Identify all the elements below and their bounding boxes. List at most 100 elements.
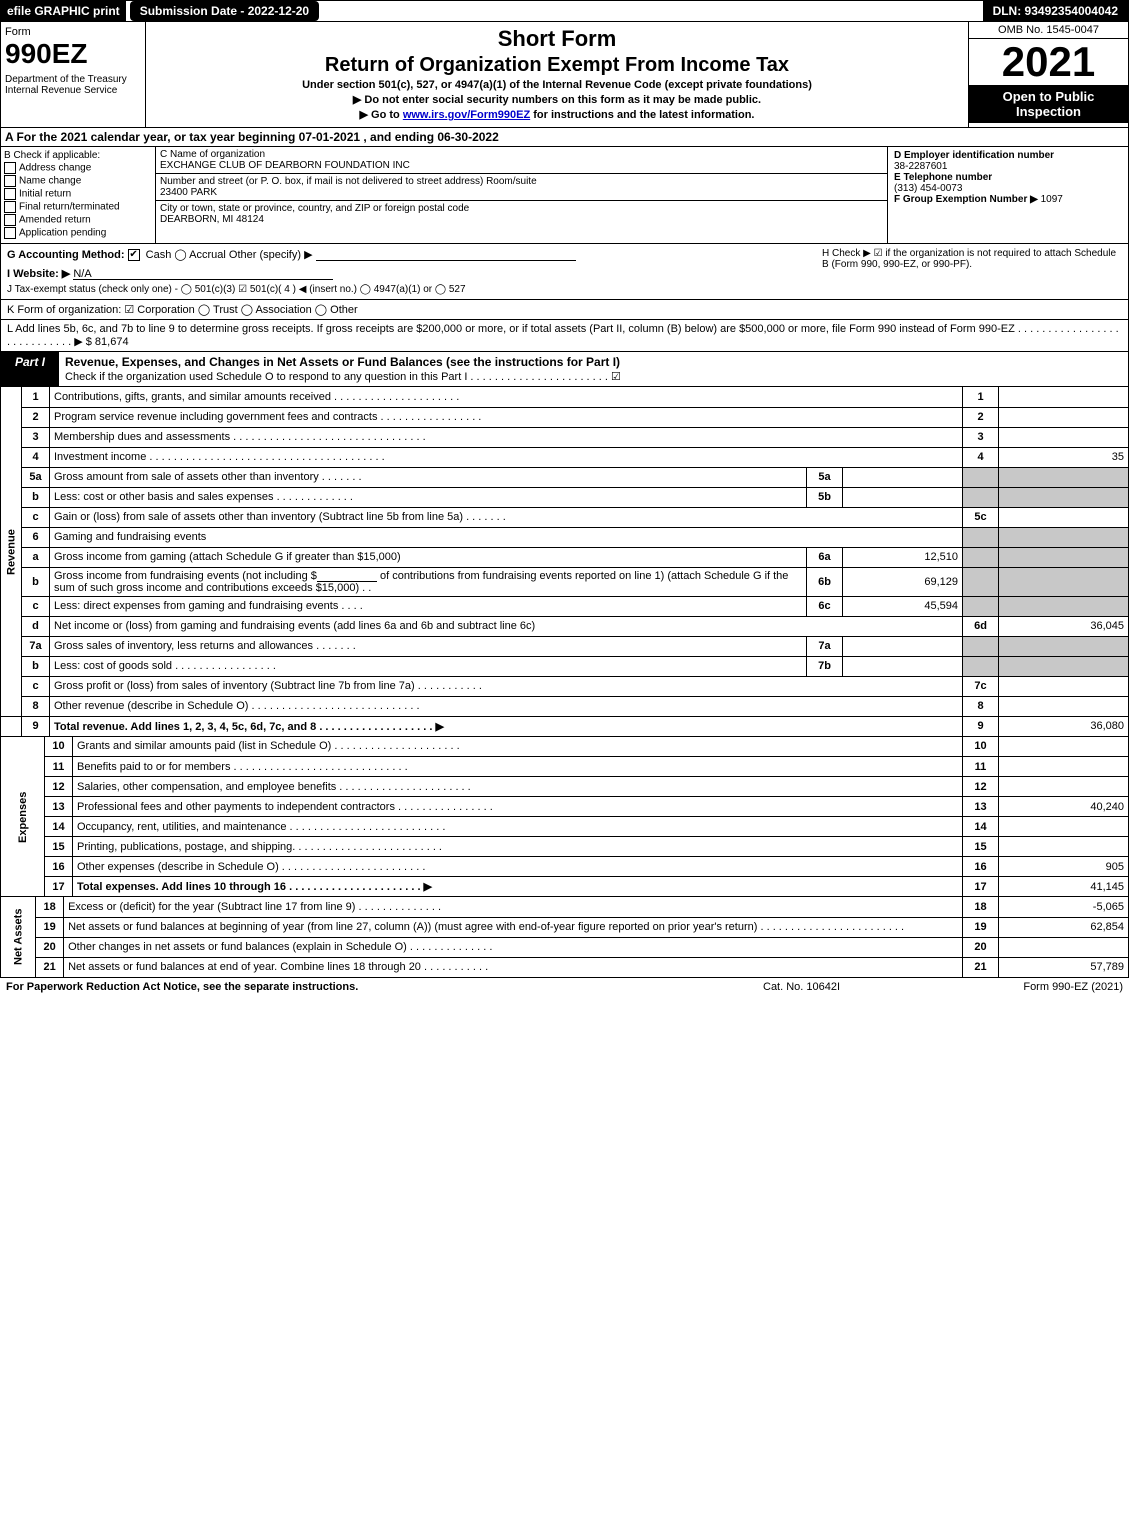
ein: 38-2287601 bbox=[894, 161, 947, 172]
instr-url: ▶ Go to www.irs.gov/Form990EZ for instru… bbox=[154, 108, 960, 121]
org-name-row: C Name of organization EXCHANGE CLUB OF … bbox=[156, 147, 887, 174]
form-word: Form bbox=[5, 26, 141, 38]
row-2: 2Program service revenue including gover… bbox=[1, 407, 1129, 427]
row-7a: 7aGross sales of inventory, less returns… bbox=[1, 636, 1129, 656]
ein-label: D Employer identification number bbox=[894, 150, 1054, 161]
instr-url-pre: ▶ Go to bbox=[360, 109, 403, 121]
revenue-side-label: Revenue bbox=[1, 387, 22, 716]
tel-label: E Telephone number bbox=[894, 172, 992, 183]
street-label: Number and street (or P. O. box, if mail… bbox=[160, 176, 537, 187]
cb-final-return[interactable]: Final return/terminated bbox=[4, 201, 152, 213]
row-18: Net Assets 18Excess or (deficit) for the… bbox=[1, 897, 1129, 917]
row-13: 13Professional fees and other payments t… bbox=[1, 797, 1129, 817]
line-a-tax-year: A For the 2021 calendar year, or tax yea… bbox=[0, 128, 1129, 147]
dln: DLN: 93492354004042 bbox=[983, 1, 1128, 21]
row-14: 14Occupancy, rent, utilities, and mainte… bbox=[1, 817, 1129, 837]
header-right: OMB No. 1545-0047 2021 Open to Public In… bbox=[968, 22, 1128, 127]
row-8: 8Other revenue (describe in Schedule O) … bbox=[1, 696, 1129, 716]
city-label: City or town, state or province, country… bbox=[160, 203, 469, 214]
row-6a: aGross income from gaming (attach Schedu… bbox=[1, 547, 1129, 567]
header-mid: Short Form Return of Organization Exempt… bbox=[146, 22, 968, 127]
form-subtitle: Under section 501(c), 527, or 4947(a)(1)… bbox=[154, 79, 960, 91]
cb-cash[interactable] bbox=[128, 249, 140, 261]
row-9: 9Total revenue. Add lines 1, 2, 3, 4, 5c… bbox=[1, 716, 1129, 736]
cb-address-change[interactable]: Address change bbox=[4, 162, 152, 174]
row-7c: cGross profit or (loss) from sales of in… bbox=[1, 676, 1129, 696]
efile-label: efile GRAPHIC print bbox=[1, 1, 126, 21]
form-header: Form 990EZ Department of the Treasury In… bbox=[0, 22, 1129, 128]
line-h: H Check ▶ ☑ if the organization is not r… bbox=[822, 248, 1122, 270]
omb-number: OMB No. 1545-0047 bbox=[969, 22, 1128, 39]
box-b: B Check if applicable: Address change Na… bbox=[1, 147, 156, 243]
other-specify-line bbox=[316, 249, 576, 261]
line-l: L Add lines 5b, 6c, and 7b to line 9 to … bbox=[0, 320, 1129, 352]
open-public-inspection: Open to Public Inspection bbox=[969, 85, 1128, 123]
netassets-side-label: Net Assets bbox=[1, 897, 36, 977]
revenue-table: Revenue 1Contributions, gifts, grants, a… bbox=[0, 387, 1129, 737]
netassets-table: Net Assets 18Excess or (deficit) for the… bbox=[0, 897, 1129, 978]
submission-date: Submission Date - 2022-12-20 bbox=[130, 1, 319, 21]
box-b-title: B Check if applicable: bbox=[4, 150, 152, 161]
row-1: Revenue 1Contributions, gifts, grants, a… bbox=[1, 387, 1129, 407]
row-5b: bLess: cost or other basis and sales exp… bbox=[1, 487, 1129, 507]
org-name: EXCHANGE CLUB OF DEARBORN FOUNDATION INC bbox=[160, 160, 410, 171]
row-20: 20Other changes in net assets or fund ba… bbox=[1, 937, 1129, 957]
street: 23400 PARK bbox=[160, 187, 217, 198]
expenses-table: Expenses 10Grants and similar amounts pa… bbox=[0, 737, 1129, 898]
page-footer: For Paperwork Reduction Act Notice, see … bbox=[0, 978, 1129, 996]
row-6d: dNet income or (loss) from gaming and fu… bbox=[1, 616, 1129, 636]
row-5c: cGain or (loss) from sale of assets othe… bbox=[1, 507, 1129, 527]
part-i-title: Revenue, Expenses, and Changes in Net As… bbox=[59, 352, 1128, 386]
form-title: Return of Organization Exempt From Incom… bbox=[154, 54, 960, 77]
row-17: 17Total expenses. Add lines 10 through 1… bbox=[1, 877, 1129, 897]
tel: (313) 454-0073 bbox=[894, 183, 962, 194]
street-row: Number and street (or P. O. box, if mail… bbox=[156, 174, 887, 201]
row-12: 12Salaries, other compensation, and empl… bbox=[1, 777, 1129, 797]
box-c: C Name of organization EXCHANGE CLUB OF … bbox=[156, 147, 888, 243]
row-11: 11Benefits paid to or for members . . . … bbox=[1, 757, 1129, 777]
instr-url-post: for instructions and the latest informat… bbox=[530, 109, 754, 121]
header-left: Form 990EZ Department of the Treasury In… bbox=[1, 22, 146, 127]
row-6b: bGross income from fundraising events (n… bbox=[1, 567, 1129, 596]
department: Department of the Treasury Internal Reve… bbox=[5, 74, 141, 96]
row-7b: bLess: cost of goods sold . . . . . . . … bbox=[1, 656, 1129, 676]
row-4: 4Investment income . . . . . . . . . . .… bbox=[1, 447, 1129, 467]
row-15: 15Printing, publications, postage, and s… bbox=[1, 837, 1129, 857]
website-value: N/A bbox=[73, 268, 333, 280]
cb-amended-return[interactable]: Amended return bbox=[4, 214, 152, 226]
cb-application-pending[interactable]: Application pending bbox=[4, 227, 152, 239]
cat-no: Cat. No. 10642I bbox=[763, 981, 963, 993]
row-3: 3Membership dues and assessments . . . .… bbox=[1, 427, 1129, 447]
row-21: 21Net assets or fund balances at end of … bbox=[1, 957, 1129, 977]
block-ghij: G Accounting Method: Cash ◯ Accrual Othe… bbox=[0, 244, 1129, 300]
short-form-title: Short Form bbox=[154, 26, 960, 52]
cb-initial-return[interactable]: Initial return bbox=[4, 188, 152, 200]
cb-name-change[interactable]: Name change bbox=[4, 175, 152, 187]
grp: 1097 bbox=[1041, 194, 1063, 205]
org-name-label: C Name of organization bbox=[160, 149, 265, 160]
grp-label: F Group Exemption Number ▶ bbox=[894, 194, 1038, 205]
expenses-side-label: Expenses bbox=[1, 737, 45, 897]
city: DEARBORN, MI 48124 bbox=[160, 214, 264, 225]
row-10: Expenses 10Grants and similar amounts pa… bbox=[1, 737, 1129, 757]
part-i-subtitle: Check if the organization used Schedule … bbox=[65, 371, 621, 383]
block-bcdef: B Check if applicable: Address change Na… bbox=[0, 147, 1129, 244]
part-i-header: Part I Revenue, Expenses, and Changes in… bbox=[0, 352, 1129, 387]
city-row: City or town, state or province, country… bbox=[156, 201, 887, 227]
top-bar: efile GRAPHIC print Submission Date - 20… bbox=[0, 0, 1129, 22]
line-j: J Tax-exempt status (check only one) - ◯… bbox=[7, 284, 1122, 295]
tax-year: 2021 bbox=[969, 39, 1128, 85]
box-def: D Employer identification number 38-2287… bbox=[888, 147, 1128, 243]
accounting-opts: Cash ◯ Accrual Other (specify) ▶ bbox=[146, 249, 313, 261]
row-6c: cLess: direct expenses from gaming and f… bbox=[1, 596, 1129, 616]
paperwork-notice: For Paperwork Reduction Act Notice, see … bbox=[6, 981, 763, 993]
instr-no-ssn: ▶ Do not enter social security numbers o… bbox=[154, 93, 960, 106]
form-number: 990EZ bbox=[5, 38, 141, 70]
row-16: 16Other expenses (describe in Schedule O… bbox=[1, 857, 1129, 877]
irs-link[interactable]: www.irs.gov/Form990EZ bbox=[403, 109, 530, 121]
part-i-label: Part I bbox=[1, 352, 59, 386]
line-k: K Form of organization: ☑ Corporation ◯ … bbox=[0, 300, 1129, 320]
row-19: 19Net assets or fund balances at beginni… bbox=[1, 917, 1129, 937]
row-6: 6Gaming and fundraising events bbox=[1, 527, 1129, 547]
form-ref: Form 990-EZ (2021) bbox=[963, 981, 1123, 993]
